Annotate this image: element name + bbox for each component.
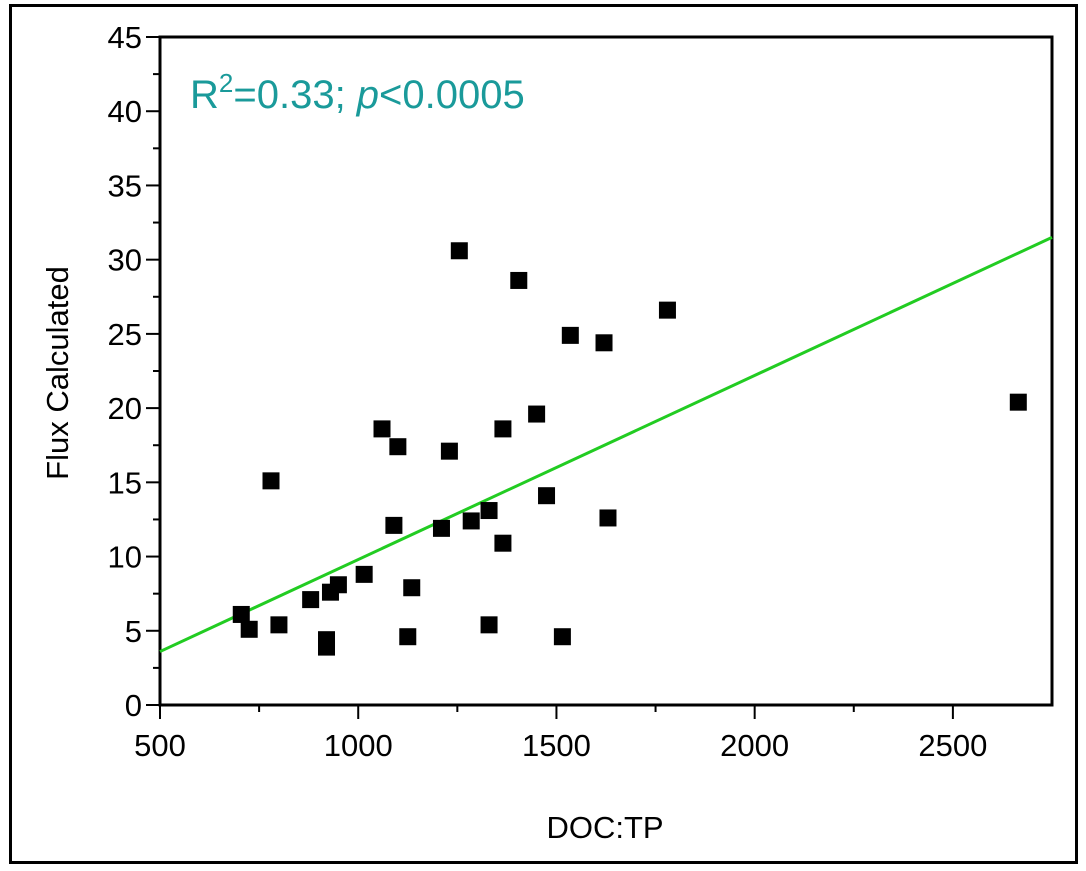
data-point [561, 326, 579, 344]
fit-line-group [159, 236, 1053, 653]
data-point [240, 620, 258, 638]
data-point [528, 405, 546, 423]
data-point [373, 420, 391, 438]
data-point [399, 628, 417, 646]
data-point [232, 605, 250, 623]
y-tick-label: 45 [108, 20, 142, 55]
data-point [462, 512, 480, 530]
data-point [302, 591, 320, 609]
p-symbol: p [356, 73, 379, 117]
y-axis-label: Flux Calculated [40, 266, 75, 480]
chart-frame [9, 4, 1078, 864]
data-point [494, 420, 512, 438]
data-point [480, 502, 498, 520]
r2-value: =0.33; [233, 73, 356, 117]
data-point [262, 472, 280, 490]
data-points [232, 242, 1027, 656]
data-point [355, 565, 373, 583]
y-tick-label: 35 [108, 168, 142, 203]
y-tick-label: 20 [108, 391, 142, 426]
x-tick-label: 500 [134, 728, 186, 763]
data-point [329, 576, 347, 594]
data-point [432, 519, 450, 537]
data-point [318, 638, 336, 656]
data-point [538, 487, 556, 505]
data-point [385, 516, 403, 534]
data-point [599, 509, 617, 527]
r2-superscript: 2 [219, 68, 233, 98]
x-axis-label: DOC:TP [546, 810, 663, 845]
r2-prefix: R [190, 73, 219, 117]
data-point [450, 242, 468, 260]
data-point [510, 271, 528, 289]
data-point [403, 579, 421, 597]
x-tick-label: 1500 [522, 728, 591, 763]
x-tick-label: 2500 [918, 728, 987, 763]
y-tick-label: 15 [108, 465, 142, 500]
y-tick-label: 10 [108, 540, 142, 575]
y-tick-label: 5 [125, 614, 142, 649]
y-tick-label: 30 [108, 243, 142, 278]
data-point [389, 438, 407, 456]
data-point [270, 616, 288, 634]
data-point [658, 301, 676, 319]
y-tick-label: 25 [108, 317, 142, 352]
x-tick-label: 1000 [324, 728, 393, 763]
tick-labels: 0 5 10 15 20 25 30 35 40 45 500 1000 1500 2000 2500 [108, 20, 988, 763]
regression-line [159, 236, 1053, 653]
regression-annotation: R2=0.33; p<0.0005 [190, 68, 525, 117]
y-tick-label: 40 [108, 94, 142, 129]
data-point [440, 442, 458, 460]
x-tick-label: 2000 [720, 728, 789, 763]
data-point [553, 628, 571, 646]
plot-area-border [158, 35, 1054, 707]
data-point [1009, 393, 1027, 411]
y-tick-label: 0 [125, 688, 142, 723]
data-point [494, 534, 512, 552]
data-point [480, 616, 498, 634]
axes [146, 35, 1054, 719]
data-point [595, 334, 613, 352]
p-value: <0.0005 [379, 73, 525, 117]
